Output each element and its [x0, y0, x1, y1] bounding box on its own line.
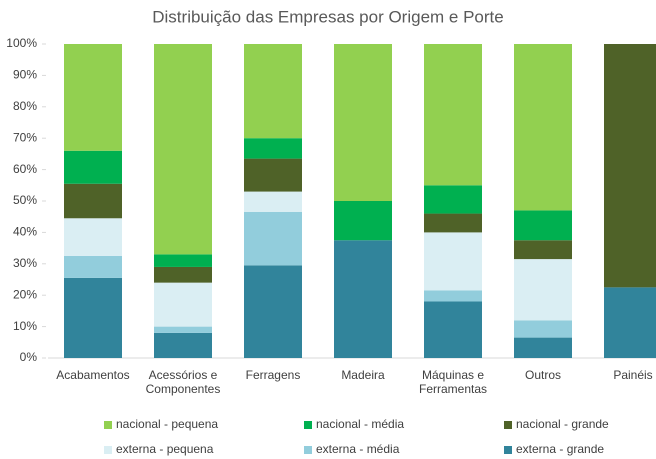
- legend-label: externa - média: [316, 442, 400, 456]
- legend-swatch: [504, 446, 512, 454]
- bar-segment: [64, 183, 122, 219]
- y-tick-label: 40%: [13, 225, 37, 239]
- x-tick-label: Ferragens: [245, 368, 301, 382]
- legend-label: externa - grande: [516, 442, 604, 456]
- bar-segment: [514, 320, 572, 338]
- bar-segment: [514, 259, 572, 321]
- bar-segment: [604, 44, 656, 288]
- legend-label: nacional - pequena: [116, 417, 218, 431]
- y-tick-label: 0%: [20, 350, 38, 364]
- y-tick-label: 10%: [13, 319, 37, 333]
- bar-segment: [514, 337, 572, 358]
- bar-segment: [604, 287, 656, 358]
- bar-segment: [424, 301, 482, 358]
- bar-segment: [514, 240, 572, 260]
- y-tick-label: 30%: [13, 256, 37, 270]
- legend-swatch: [304, 421, 312, 429]
- legend-swatch: [104, 421, 112, 429]
- bar-segment: [514, 210, 572, 241]
- bar-segment: [424, 213, 482, 233]
- bar-segment: [334, 201, 392, 241]
- legend-swatch: [504, 421, 512, 429]
- legend-label: externa - pequena: [116, 442, 214, 456]
- bar-segment: [244, 44, 302, 139]
- bar-segment: [154, 332, 212, 358]
- bar-segment: [244, 158, 302, 192]
- bar-segment: [424, 232, 482, 291]
- bar-segment: [244, 265, 302, 358]
- legend-label: nacional - média: [316, 417, 404, 431]
- bar-segment: [244, 191, 302, 212]
- legend-label: nacional - grande: [516, 417, 609, 431]
- bar-segment: [244, 211, 302, 266]
- bar-segment: [154, 44, 212, 255]
- chart-title: Distribuição das Empresas por Origem e P…: [152, 7, 503, 26]
- bar-segment: [64, 44, 122, 151]
- bar-segment: [64, 255, 122, 278]
- bar-segment: [154, 326, 212, 333]
- bar-segment: [424, 290, 482, 302]
- bar-segment: [244, 138, 302, 159]
- bar-segment: [334, 44, 392, 201]
- bar-segment: [154, 254, 212, 267]
- legend-swatch: [104, 446, 112, 454]
- x-tick-label: Acabamentos: [56, 368, 130, 382]
- y-tick-label: 80%: [13, 99, 37, 113]
- bar-segment: [64, 277, 122, 358]
- x-tick-label: Máquinas e Ferramentas: [418, 368, 488, 396]
- bar-segment: [334, 240, 392, 358]
- x-tick-label: Acessórios e Componentes: [145, 368, 221, 396]
- y-tick-label: 50%: [13, 193, 37, 207]
- bar-segment: [514, 44, 572, 211]
- y-tick-label: 90%: [13, 68, 37, 82]
- legend-swatch: [304, 446, 312, 454]
- bar-segment: [154, 266, 212, 283]
- x-tick-label: Outros: [524, 368, 561, 382]
- bar-segment: [424, 44, 482, 186]
- bar-segment: [64, 150, 122, 184]
- x-tick-label: Madeira: [341, 368, 385, 382]
- bar-segment: [64, 218, 122, 256]
- y-tick-label: 20%: [13, 287, 37, 301]
- y-tick-label: 70%: [13, 130, 37, 144]
- bar-segment: [154, 282, 212, 327]
- x-tick-label: Painéis: [613, 368, 653, 382]
- y-tick-label: 100%: [6, 36, 37, 50]
- y-tick-label: 60%: [13, 162, 37, 176]
- bar-segment: [424, 185, 482, 214]
